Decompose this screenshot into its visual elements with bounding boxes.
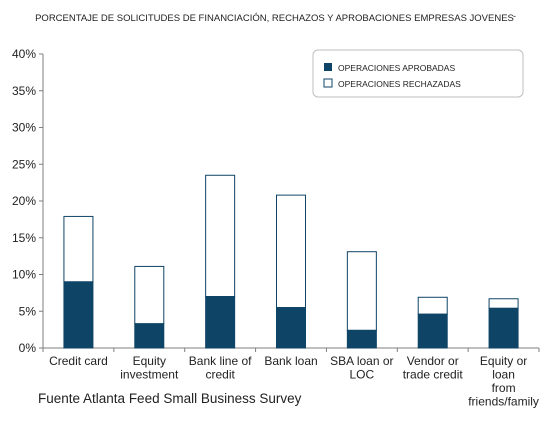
- legend-swatch-approved: [324, 63, 332, 71]
- y-tick-label: 25%: [12, 157, 36, 171]
- bar-rejected: [205, 174, 236, 298]
- source-note: Fuente Atlanta Feed Small Business Surve…: [38, 391, 302, 406]
- bars: [63, 174, 519, 349]
- y-tick-label: 5%: [19, 304, 37, 318]
- y-tick-label: 35%: [12, 84, 36, 98]
- y-tick-label: 10%: [12, 268, 36, 282]
- bar-approved: [205, 296, 236, 349]
- bar-rejected: [63, 215, 94, 283]
- bar-rejected: [134, 265, 165, 325]
- bar-approved: [63, 281, 94, 349]
- bar-rejected: [488, 298, 519, 309]
- legend-box: [312, 49, 524, 98]
- bar-approved: [276, 307, 306, 349]
- x-category-label: Vendor or trade credit: [403, 354, 464, 382]
- x-category-label: Equity investment: [120, 354, 179, 382]
- legend: OPERACIONES APROBADAS OPERACIONES RECHAZ…: [312, 49, 524, 98]
- x-category-label: Equity or loan from friends/family: [468, 354, 539, 409]
- x-category-label: Bank line of credit: [189, 354, 252, 382]
- y-tick-label: 30%: [12, 121, 36, 135]
- legend-label-approved: OPERACIONES APROBADAS: [338, 63, 455, 73]
- title-mark: -: [513, 11, 516, 21]
- bar-approved: [488, 307, 519, 349]
- chart-title: PORCENTAJE DE SOLICITUDES DE FINANCIACIÓ…: [35, 13, 514, 24]
- y-tick-label: 15%: [12, 231, 36, 245]
- legend-swatch-rejected: [323, 78, 333, 88]
- y-axis: 0% 5% 10% 15% 20% 25% 30% 35% 40%: [12, 47, 44, 355]
- x-category-label: Bank loan: [264, 354, 317, 368]
- bar-approved: [134, 323, 165, 349]
- bar-rejected: [276, 194, 306, 309]
- bar-rejected: [417, 296, 448, 315]
- y-tick-label: 0%: [19, 341, 37, 355]
- bar-approved: [417, 313, 448, 349]
- legend-label-rejected: OPERACIONES RECHAZADAS: [338, 79, 461, 89]
- y-tick-label: 40%: [12, 47, 36, 61]
- x-category-label: SBA loan or LOC: [330, 354, 393, 382]
- x-category-label: Credit card: [49, 354, 108, 368]
- y-tick-label: 20%: [12, 194, 36, 208]
- bar-rejected: [346, 251, 377, 331]
- bar-approved: [346, 329, 377, 349]
